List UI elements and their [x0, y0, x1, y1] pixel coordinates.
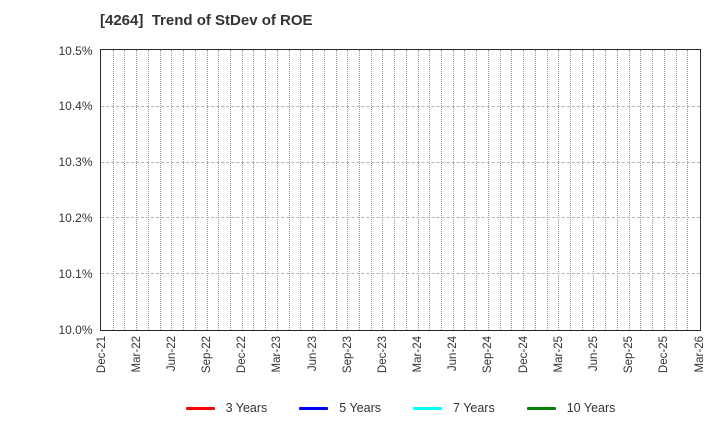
vertical-gridline [640, 50, 642, 330]
vertical-gridline [394, 50, 396, 330]
legend-item: 10 Years [526, 401, 616, 415]
vertical-gridline [323, 50, 325, 330]
vertical-gridline [300, 50, 302, 330]
horizontal-gridline [101, 105, 700, 107]
x-tick-label: Sep-25 [623, 335, 636, 373]
vertical-gridline [628, 50, 630, 330]
vertical-gridline [405, 50, 407, 330]
x-tick-label: Sep-23 [341, 335, 354, 373]
vertical-gridline [616, 50, 618, 330]
vertical-gridline [687, 50, 689, 330]
x-tick-label: Mar-25 [552, 335, 565, 372]
vertical-gridline [675, 50, 677, 330]
vertical-gridline [312, 50, 314, 330]
vertical-gridline [112, 50, 114, 330]
legend-item: 7 Years [413, 401, 495, 415]
series-layer [101, 50, 699, 329]
legend-line-swatch [526, 406, 556, 410]
y-tick-label: 10.1% [58, 266, 93, 281]
legend: 3 Years 5 Years 7 Years 10 Years [100, 401, 701, 415]
vertical-gridline [487, 50, 489, 330]
vertical-gridline [288, 50, 290, 330]
x-tick-label: Sep-24 [482, 335, 495, 373]
x-tick-label: Jun-25 [587, 335, 600, 371]
vertical-gridline [171, 50, 173, 330]
vertical-gridline [124, 50, 126, 330]
x-tick-label: Mar-22 [130, 335, 143, 372]
vertical-gridline [265, 50, 267, 330]
vertical-gridline [499, 50, 501, 330]
vertical-gridline [417, 50, 419, 330]
x-tick-label: Dec-23 [376, 335, 389, 373]
y-tick-label: 10.2% [58, 210, 93, 225]
vertical-gridline [159, 50, 161, 330]
vertical-gridline [429, 50, 431, 330]
vertical-gridline [663, 50, 665, 330]
x-tick-label: Dec-25 [658, 335, 671, 373]
chart-title: [4264] Trend of StDev of ROE [100, 12, 313, 29]
x-tick-label: Mar-26 [693, 335, 706, 372]
legend-label: 7 Years [453, 401, 495, 415]
legend-line-swatch [185, 406, 215, 410]
vertical-gridline [476, 50, 478, 330]
vertical-gridline [218, 50, 220, 330]
x-tick-label: Sep-22 [201, 335, 214, 373]
horizontal-gridline [101, 217, 700, 219]
x-tick-label: Dec-24 [517, 335, 530, 373]
vertical-gridline [534, 50, 536, 330]
legend-item: 5 Years [299, 401, 381, 415]
vertical-gridline [593, 50, 595, 330]
legend-label: 5 Years [339, 401, 382, 415]
vertical-gridline [241, 50, 243, 330]
y-tick-label: 10.4% [58, 99, 93, 114]
vertical-gridline [194, 50, 196, 330]
legend-label: 10 Years [566, 401, 616, 415]
vertical-gridline [570, 50, 572, 330]
plot-area [100, 49, 701, 331]
x-tick-label: Mar-23 [271, 335, 284, 372]
vertical-gridline [605, 50, 607, 330]
y-tick-label: 10.0% [58, 322, 93, 337]
vertical-gridline [347, 50, 349, 330]
x-tick-label: Dec-21 [95, 335, 108, 373]
vertical-gridline [511, 50, 513, 330]
vertical-gridline [183, 50, 185, 330]
vertical-gridline [558, 50, 560, 330]
vertical-gridline [370, 50, 372, 330]
x-tick-label: Jun-22 [165, 335, 178, 371]
vertical-gridline [253, 50, 255, 330]
y-tick-label: 10.5% [58, 43, 93, 58]
vertical-gridline [652, 50, 654, 330]
vertical-gridline [335, 50, 337, 330]
x-tick-label: Jun-23 [306, 335, 319, 371]
vertical-gridline [523, 50, 525, 330]
vertical-gridline [136, 50, 138, 330]
vertical-gridline [546, 50, 548, 330]
legend-item: 3 Years [185, 401, 268, 415]
x-tick-label: Dec-22 [236, 335, 249, 373]
vertical-gridline [382, 50, 384, 330]
x-tick-label: Jun-24 [447, 335, 460, 371]
legend-line-swatch [299, 406, 329, 410]
vertical-gridline [358, 50, 360, 330]
horizontal-gridline [101, 273, 700, 275]
legend-line-swatch [413, 406, 443, 410]
legend-label: 3 Years [225, 401, 268, 415]
horizontal-gridline [101, 161, 700, 163]
vertical-gridline [147, 50, 149, 330]
vertical-gridline [276, 50, 278, 330]
vertical-gridline [441, 50, 443, 330]
vertical-gridline [229, 50, 231, 330]
y-tick-label: 10.3% [58, 155, 93, 170]
vertical-gridline [581, 50, 583, 330]
vertical-gridline [464, 50, 466, 330]
x-tick-label: Mar-24 [412, 335, 425, 372]
vertical-gridline [452, 50, 454, 330]
vertical-gridline [206, 50, 208, 330]
